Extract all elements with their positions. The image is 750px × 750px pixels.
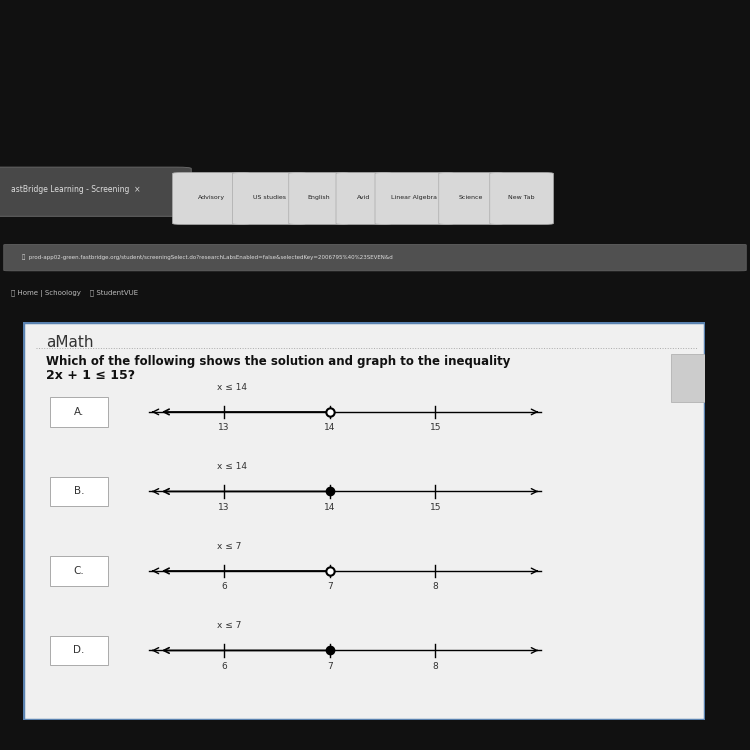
Text: x ≤ 14: x ≤ 14: [217, 462, 247, 471]
Text: US studies: US studies: [253, 195, 286, 200]
FancyBboxPatch shape: [289, 172, 349, 224]
Text: 14: 14: [324, 423, 335, 432]
Text: x ≤ 7: x ≤ 7: [217, 542, 242, 550]
Text: 7: 7: [327, 662, 332, 670]
Text: Ⓢ Home | Schoology    🔄 StudentVUE: Ⓢ Home | Schoology 🔄 StudentVUE: [11, 290, 138, 297]
Text: 7: 7: [327, 582, 332, 591]
Text: 15: 15: [430, 503, 441, 512]
FancyBboxPatch shape: [670, 354, 705, 402]
Text: B.: B.: [74, 487, 84, 496]
Text: 2x + 1 ≤ 15?: 2x + 1 ≤ 15?: [46, 370, 136, 382]
Text: English: English: [308, 195, 330, 200]
Text: Advisory: Advisory: [197, 195, 225, 200]
Text: 13: 13: [218, 503, 229, 512]
FancyBboxPatch shape: [232, 172, 306, 224]
Text: Avid: Avid: [357, 195, 370, 200]
Text: aMath: aMath: [46, 335, 94, 350]
Text: New Tab: New Tab: [509, 195, 535, 200]
Text: 🔒  prod-app02-green.fastbridge.org/student/screeningSelect.do?researchLabsEnable: 🔒 prod-app02-green.fastbridge.org/studen…: [22, 254, 393, 260]
Text: D.: D.: [73, 646, 85, 656]
Text: Science: Science: [459, 195, 483, 200]
FancyBboxPatch shape: [50, 635, 108, 665]
Text: Linear Algebra: Linear Algebra: [392, 195, 437, 200]
FancyBboxPatch shape: [375, 172, 454, 224]
Text: A.: A.: [74, 407, 84, 417]
Text: astBridge Learning - Screening  ×: astBridge Learning - Screening ×: [11, 185, 141, 194]
FancyBboxPatch shape: [4, 244, 746, 271]
FancyBboxPatch shape: [50, 556, 108, 586]
Text: 8: 8: [433, 582, 438, 591]
FancyBboxPatch shape: [0, 167, 191, 216]
Text: x ≤ 14: x ≤ 14: [217, 382, 247, 392]
FancyBboxPatch shape: [439, 172, 503, 224]
Text: 13: 13: [218, 423, 229, 432]
Text: C.: C.: [74, 566, 84, 576]
Text: x ≤ 7: x ≤ 7: [217, 621, 242, 630]
Text: 15: 15: [430, 423, 441, 432]
Text: 14: 14: [324, 503, 335, 512]
FancyBboxPatch shape: [336, 172, 392, 224]
Text: Which of the following shows the solution and graph to the inequality: Which of the following shows the solutio…: [46, 355, 511, 368]
FancyBboxPatch shape: [22, 322, 705, 720]
Text: 6: 6: [221, 662, 226, 670]
FancyBboxPatch shape: [50, 397, 108, 427]
Text: 8: 8: [433, 662, 438, 670]
Text: 6: 6: [221, 582, 226, 591]
FancyBboxPatch shape: [490, 172, 554, 224]
FancyBboxPatch shape: [172, 172, 250, 224]
FancyBboxPatch shape: [50, 476, 108, 506]
